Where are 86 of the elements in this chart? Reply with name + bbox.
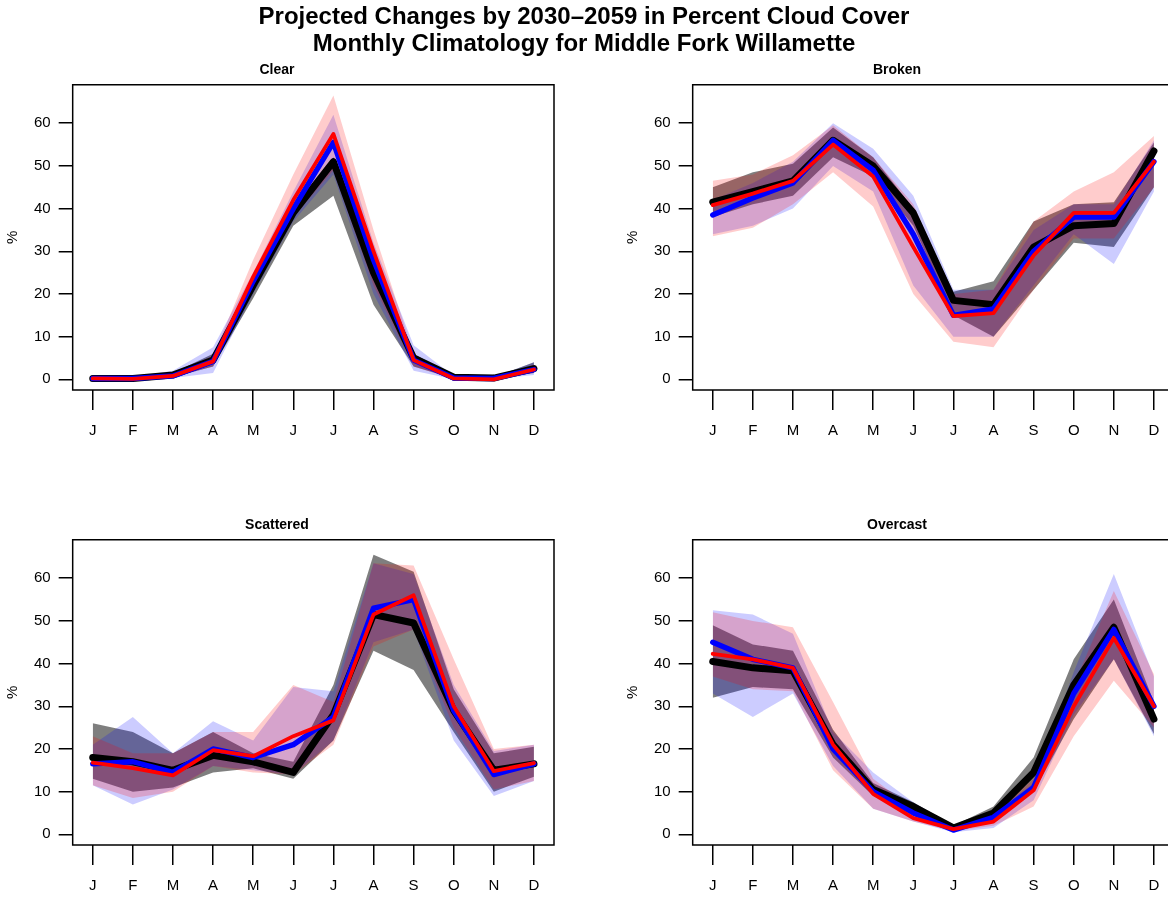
x-tick-label: M bbox=[246, 421, 260, 439]
x-tick-label: S bbox=[1028, 421, 1039, 439]
x-tick-label: J bbox=[88, 421, 97, 439]
x-tick-label: M bbox=[866, 876, 880, 894]
y-tick-label: 40 bbox=[654, 198, 671, 216]
x-tick-label: S bbox=[408, 876, 419, 894]
y-tick-label: 0 bbox=[662, 369, 671, 387]
y-tick-label: 40 bbox=[34, 653, 51, 671]
y-tick-label: 20 bbox=[34, 284, 51, 302]
y-tick-label: 0 bbox=[662, 824, 671, 842]
y-tick-label: 50 bbox=[654, 156, 671, 174]
x-tick-label: F bbox=[128, 876, 138, 894]
y-axis-title: % bbox=[623, 685, 641, 700]
x-tick-label: D bbox=[528, 421, 540, 439]
x-tick-label: A bbox=[828, 421, 839, 439]
y-axis-title: % bbox=[3, 230, 21, 245]
x-tick-label: J bbox=[909, 876, 918, 894]
chart-title: Broken bbox=[872, 61, 922, 78]
x-tick-label: M bbox=[246, 876, 260, 894]
x-tick-label: J bbox=[909, 421, 918, 439]
x-tick-label: A bbox=[828, 876, 839, 894]
x-tick-label: M bbox=[786, 421, 800, 439]
x-tick-label: A bbox=[988, 876, 999, 894]
x-tick-label: A bbox=[988, 421, 999, 439]
x-tick-label: A bbox=[368, 876, 379, 894]
y-tick-label: 50 bbox=[654, 611, 671, 629]
x-tick-label: A bbox=[208, 421, 219, 439]
x-tick-label: O bbox=[1067, 876, 1080, 894]
x-tick-label: O bbox=[447, 876, 460, 894]
y-tick-label: 60 bbox=[34, 568, 51, 586]
x-tick-label: M bbox=[866, 421, 880, 439]
x-tick-label: O bbox=[447, 421, 460, 439]
x-tick-label: D bbox=[1148, 876, 1160, 894]
y-tick-label: 50 bbox=[34, 156, 51, 174]
y-tick-label: 60 bbox=[654, 113, 671, 131]
x-tick-label: F bbox=[128, 421, 138, 439]
x-tick-label: F bbox=[748, 421, 758, 439]
y-tick-label: 30 bbox=[654, 696, 671, 714]
y-tick-label: 30 bbox=[34, 241, 51, 259]
x-tick-label: J bbox=[88, 876, 97, 894]
y-tick-label: 30 bbox=[34, 696, 51, 714]
y-tick-label: 10 bbox=[654, 326, 671, 344]
x-tick-label: J bbox=[949, 421, 958, 439]
x-tick-label: J bbox=[708, 876, 717, 894]
y-tick-label: 10 bbox=[654, 781, 671, 799]
x-tick-label: M bbox=[166, 421, 180, 439]
y-tick-label: 20 bbox=[654, 739, 671, 757]
x-tick-label: A bbox=[368, 421, 379, 439]
y-tick-label: 0 bbox=[42, 369, 51, 387]
y-axis-title: % bbox=[3, 685, 21, 700]
x-tick-label: N bbox=[1108, 876, 1120, 894]
x-tick-label: M bbox=[166, 876, 180, 894]
y-tick-label: 20 bbox=[34, 739, 51, 757]
x-tick-label: D bbox=[1148, 421, 1160, 439]
text: Projected Changes by 2030–2059 in Percent Cloud Cover bbox=[257, 2, 911, 29]
x-tick-label: O bbox=[1067, 421, 1080, 439]
y-tick-label: 60 bbox=[34, 113, 51, 131]
x-tick-label: J bbox=[329, 421, 338, 439]
x-tick-label: F bbox=[748, 876, 758, 894]
y-tick-label: 50 bbox=[34, 611, 51, 629]
x-tick-label: N bbox=[488, 421, 500, 439]
x-tick-label: J bbox=[289, 876, 298, 894]
y-tick-label: 10 bbox=[34, 326, 51, 344]
y-tick-label: 30 bbox=[654, 241, 671, 259]
text: Monthly Climatology for Middle Fork Willamette bbox=[311, 29, 857, 56]
x-tick-label: M bbox=[786, 876, 800, 894]
y-tick-label: 10 bbox=[34, 781, 51, 799]
y-tick-label: 0 bbox=[42, 824, 51, 842]
x-tick-label: N bbox=[488, 876, 500, 894]
y-tick-label: 40 bbox=[654, 653, 671, 671]
x-tick-label: J bbox=[329, 876, 338, 894]
chart-title: Overcast bbox=[867, 516, 928, 533]
y-tick-label: 60 bbox=[654, 568, 671, 586]
x-tick-label: S bbox=[408, 421, 419, 439]
x-tick-label: J bbox=[949, 876, 958, 894]
x-tick-label: N bbox=[1108, 421, 1120, 439]
x-tick-label: D bbox=[528, 876, 540, 894]
y-tick-label: 20 bbox=[654, 284, 671, 302]
y-tick-label: 40 bbox=[34, 198, 51, 216]
x-tick-label: A bbox=[208, 876, 219, 894]
chart-title: Clear bbox=[259, 61, 296, 78]
chart-title: Scattered bbox=[245, 516, 309, 533]
x-tick-label: S bbox=[1028, 876, 1039, 894]
y-axis-title: % bbox=[623, 230, 641, 245]
x-tick-label: J bbox=[708, 421, 717, 439]
x-tick-label: J bbox=[289, 421, 298, 439]
